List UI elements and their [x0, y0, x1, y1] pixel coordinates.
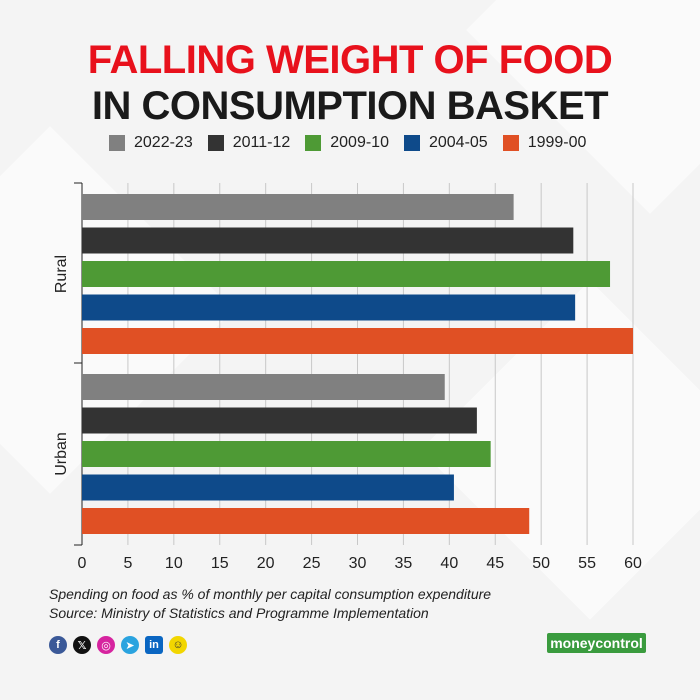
legend-item: 1999-00 [502, 134, 587, 152]
telegram-icon[interactable]: ➤ [121, 636, 139, 654]
legend-item: 2022-23 [109, 134, 193, 152]
facebook-icon[interactable]: f [49, 636, 67, 654]
bar [82, 194, 514, 220]
x-tick-label: 40 [440, 555, 458, 572]
bar [82, 374, 445, 400]
bar [82, 407, 477, 434]
instagram-icon[interactable]: ◎ [97, 636, 115, 654]
x-tick-label: 10 [165, 555, 183, 572]
category-label: Rural [53, 255, 70, 293]
bar [82, 294, 576, 321]
x-tick-label: 25 [303, 555, 321, 572]
x-tick-label: 30 [349, 555, 367, 572]
legend-label: 2004-05 [428, 134, 488, 151]
snapchat-icon[interactable]: ☺ [169, 636, 187, 654]
chart-source: Source: Ministry of Statistics and Progr… [49, 605, 429, 621]
x-tick-label: 55 [578, 555, 596, 572]
x-icon[interactable]: 𝕏 [73, 636, 91, 654]
bar [82, 441, 491, 467]
legend-item: 2009-10 [305, 134, 389, 152]
linkedin-icon[interactable]: in [145, 636, 163, 654]
legend-item: 2004-05 [403, 134, 488, 152]
bar [82, 474, 454, 501]
legend-label: 1999-00 [527, 134, 587, 151]
chart-title-line1: FALLING WEIGHT OF FOOD [87, 38, 613, 82]
chart-title-line2: IN CONSUMPTION BASKET [91, 84, 609, 128]
legend-label: 2009-10 [330, 134, 389, 151]
x-tick-label: 15 [211, 555, 229, 572]
x-tick-label: 50 [532, 555, 550, 572]
x-tick-label: 35 [395, 555, 413, 572]
social-icons: f 𝕏 ◎ ➤ in ☺ [49, 636, 193, 654]
legend-label: 2022-23 [134, 134, 193, 151]
bar [82, 227, 574, 254]
category-label: Urban [53, 432, 70, 476]
bar [82, 261, 611, 287]
bar [82, 508, 530, 534]
x-tick-label: 60 [624, 555, 642, 572]
brand-logo: moneycontrol [547, 633, 646, 653]
legend-swatch [207, 135, 224, 151]
x-tick-label: 20 [257, 555, 275, 572]
bar [82, 328, 633, 354]
x-tick-label: 5 [123, 555, 132, 572]
legend-item: 2011-12 [207, 134, 291, 152]
legend-swatch [109, 135, 125, 151]
chart-legend: 2022-23 2011-12 2009-10 2004-05 1999-00 [109, 134, 601, 152]
legend-label: 2011-12 [232, 134, 291, 151]
chart-caption: Spending on food as % of monthly per cap… [49, 586, 492, 602]
x-tick-label: 45 [486, 555, 504, 572]
legend-swatch [502, 135, 519, 151]
legend-swatch [403, 135, 420, 151]
x-tick-label: 0 [78, 555, 87, 572]
legend-swatch [305, 135, 322, 151]
